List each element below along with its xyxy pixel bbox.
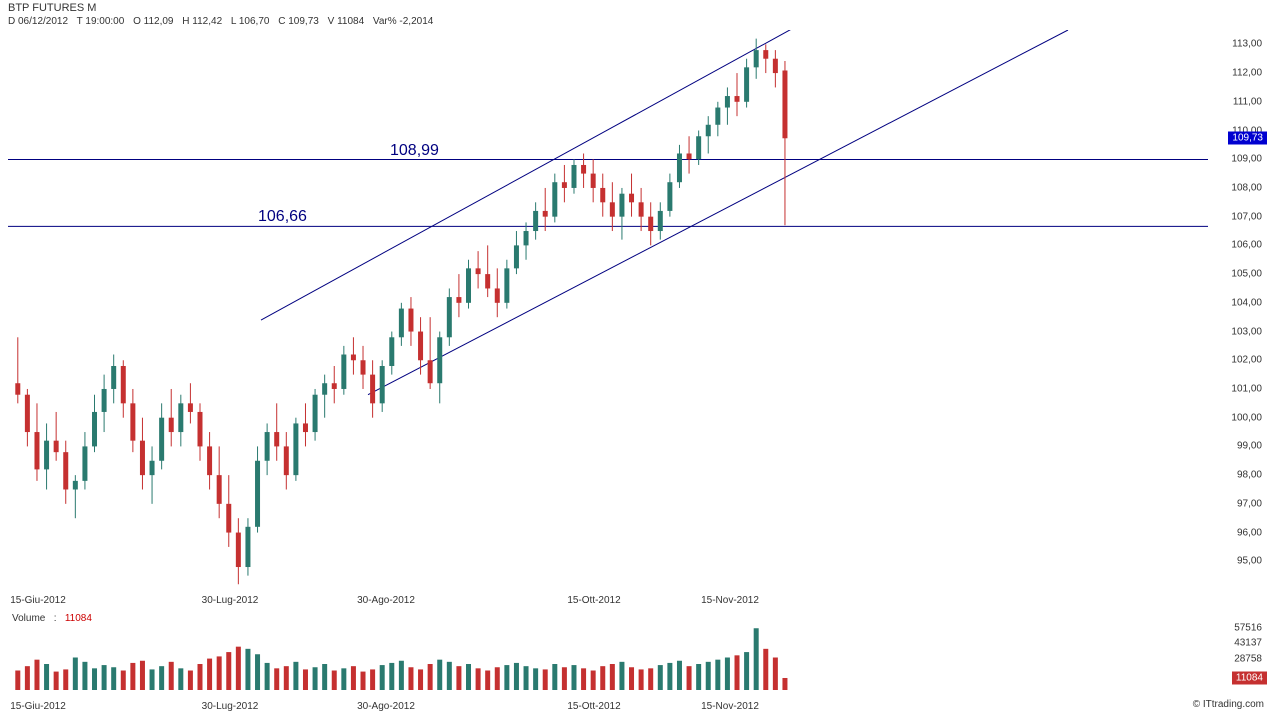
- volume-y-tick: 28758: [1234, 653, 1262, 664]
- y-tick-label: 104,00: [1231, 297, 1262, 308]
- x-tick-label-volume: 30-Ago-2012: [357, 701, 415, 712]
- x-tick-label: 15-Giu-2012: [10, 595, 66, 606]
- info-close: C 109,73: [278, 16, 319, 27]
- x-tick-label: 15-Ott-2012: [567, 595, 620, 606]
- x-tick-label-volume: 15-Giu-2012: [10, 701, 66, 712]
- y-tick-label: 102,00: [1231, 355, 1262, 366]
- price-chart[interactable]: [8, 30, 1208, 590]
- y-tick-label: 109,00: [1231, 154, 1262, 165]
- y-tick-label: 98,00: [1237, 470, 1262, 481]
- copyright: © ITtrading.com: [1193, 699, 1264, 710]
- info-high: H 112,42: [182, 16, 222, 27]
- resistance-line-label: 106,66: [258, 208, 307, 226]
- y-tick-label: 106,00: [1231, 240, 1262, 251]
- x-tick-label: 15-Nov-2012: [701, 595, 759, 606]
- info-time: T 19:00:00: [77, 16, 125, 27]
- y-tick-label: 112,00: [1232, 68, 1262, 79]
- y-tick-label: 95,00: [1237, 556, 1262, 567]
- chart-title: BTP FUTURES M: [8, 2, 96, 14]
- y-tick-label: 108,00: [1231, 182, 1262, 193]
- info-volume: V 11084: [328, 16, 365, 27]
- y-tick-label: 111,00: [1233, 96, 1262, 107]
- y-tick-label: 97,00: [1237, 498, 1262, 509]
- y-tick-label: 96,00: [1237, 527, 1262, 538]
- volume-value: 11084: [65, 613, 92, 624]
- x-tick-label-volume: 30-Lug-2012: [202, 701, 259, 712]
- volume-label: Volume : 11084: [12, 613, 92, 624]
- x-tick-label: 30-Lug-2012: [202, 595, 259, 606]
- x-tick-label-volume: 15-Nov-2012: [701, 701, 759, 712]
- current-price-badge: 109,73: [1228, 132, 1267, 145]
- info-open: O 112,09: [133, 16, 173, 27]
- current-volume-badge: 11084: [1232, 671, 1267, 684]
- volume-y-tick: 43137: [1234, 638, 1262, 649]
- x-tick-label: 30-Ago-2012: [357, 595, 415, 606]
- y-tick-label: 99,00: [1237, 441, 1262, 452]
- y-tick-label: 101,00: [1231, 383, 1262, 394]
- info-low: L 106,70: [231, 16, 270, 27]
- y-tick-label: 100,00: [1231, 412, 1262, 423]
- y-tick-label: 103,00: [1231, 326, 1262, 337]
- info-date: D 06/12/2012: [8, 16, 68, 27]
- volume-chart[interactable]: [8, 625, 1208, 690]
- volume-y-tick: 57516: [1234, 622, 1262, 633]
- resistance-line-label: 108,99: [390, 142, 439, 160]
- x-tick-label-volume: 15-Ott-2012: [567, 701, 620, 712]
- y-tick-label: 105,00: [1231, 269, 1262, 280]
- y-tick-label: 107,00: [1231, 211, 1262, 222]
- info-var: Var% -2,2014: [373, 16, 433, 27]
- chart-info-bar: D 06/12/2012 T 19:00:00 O 112,09 H 112,4…: [8, 16, 439, 27]
- y-tick-label: 113,00: [1232, 39, 1262, 50]
